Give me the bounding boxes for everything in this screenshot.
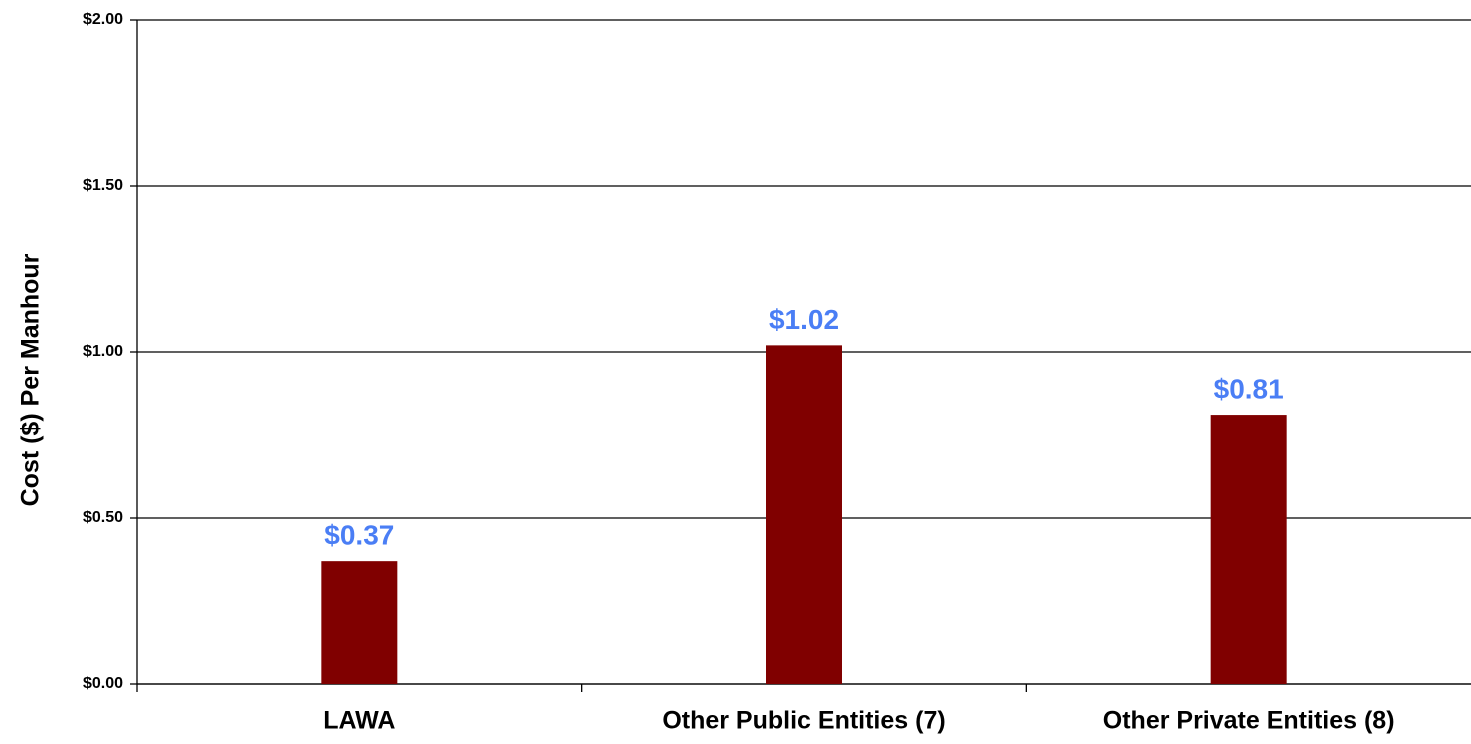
x-tick-label: Other Public Entities (7): [662, 707, 945, 735]
y-tick-label: $1.50: [83, 177, 123, 194]
x-tick-label: LAWA: [323, 707, 395, 735]
value-label: $1.02: [769, 304, 839, 335]
y-tick-label: $0.50: [83, 509, 123, 526]
y-tick-label: $1.00: [83, 343, 123, 360]
value-label: $0.81: [1214, 373, 1284, 404]
x-tick-label: Other Private Entities (8): [1103, 707, 1395, 735]
value-label: $0.37: [324, 520, 394, 551]
y-tick-label: $0.00: [83, 675, 123, 692]
bar: [766, 345, 842, 684]
bar: [321, 561, 398, 684]
y-axis-label: Cost ($) Per Manhour: [17, 253, 45, 506]
y-tick-label: $2.00: [83, 11, 123, 28]
bar: [1210, 415, 1287, 684]
